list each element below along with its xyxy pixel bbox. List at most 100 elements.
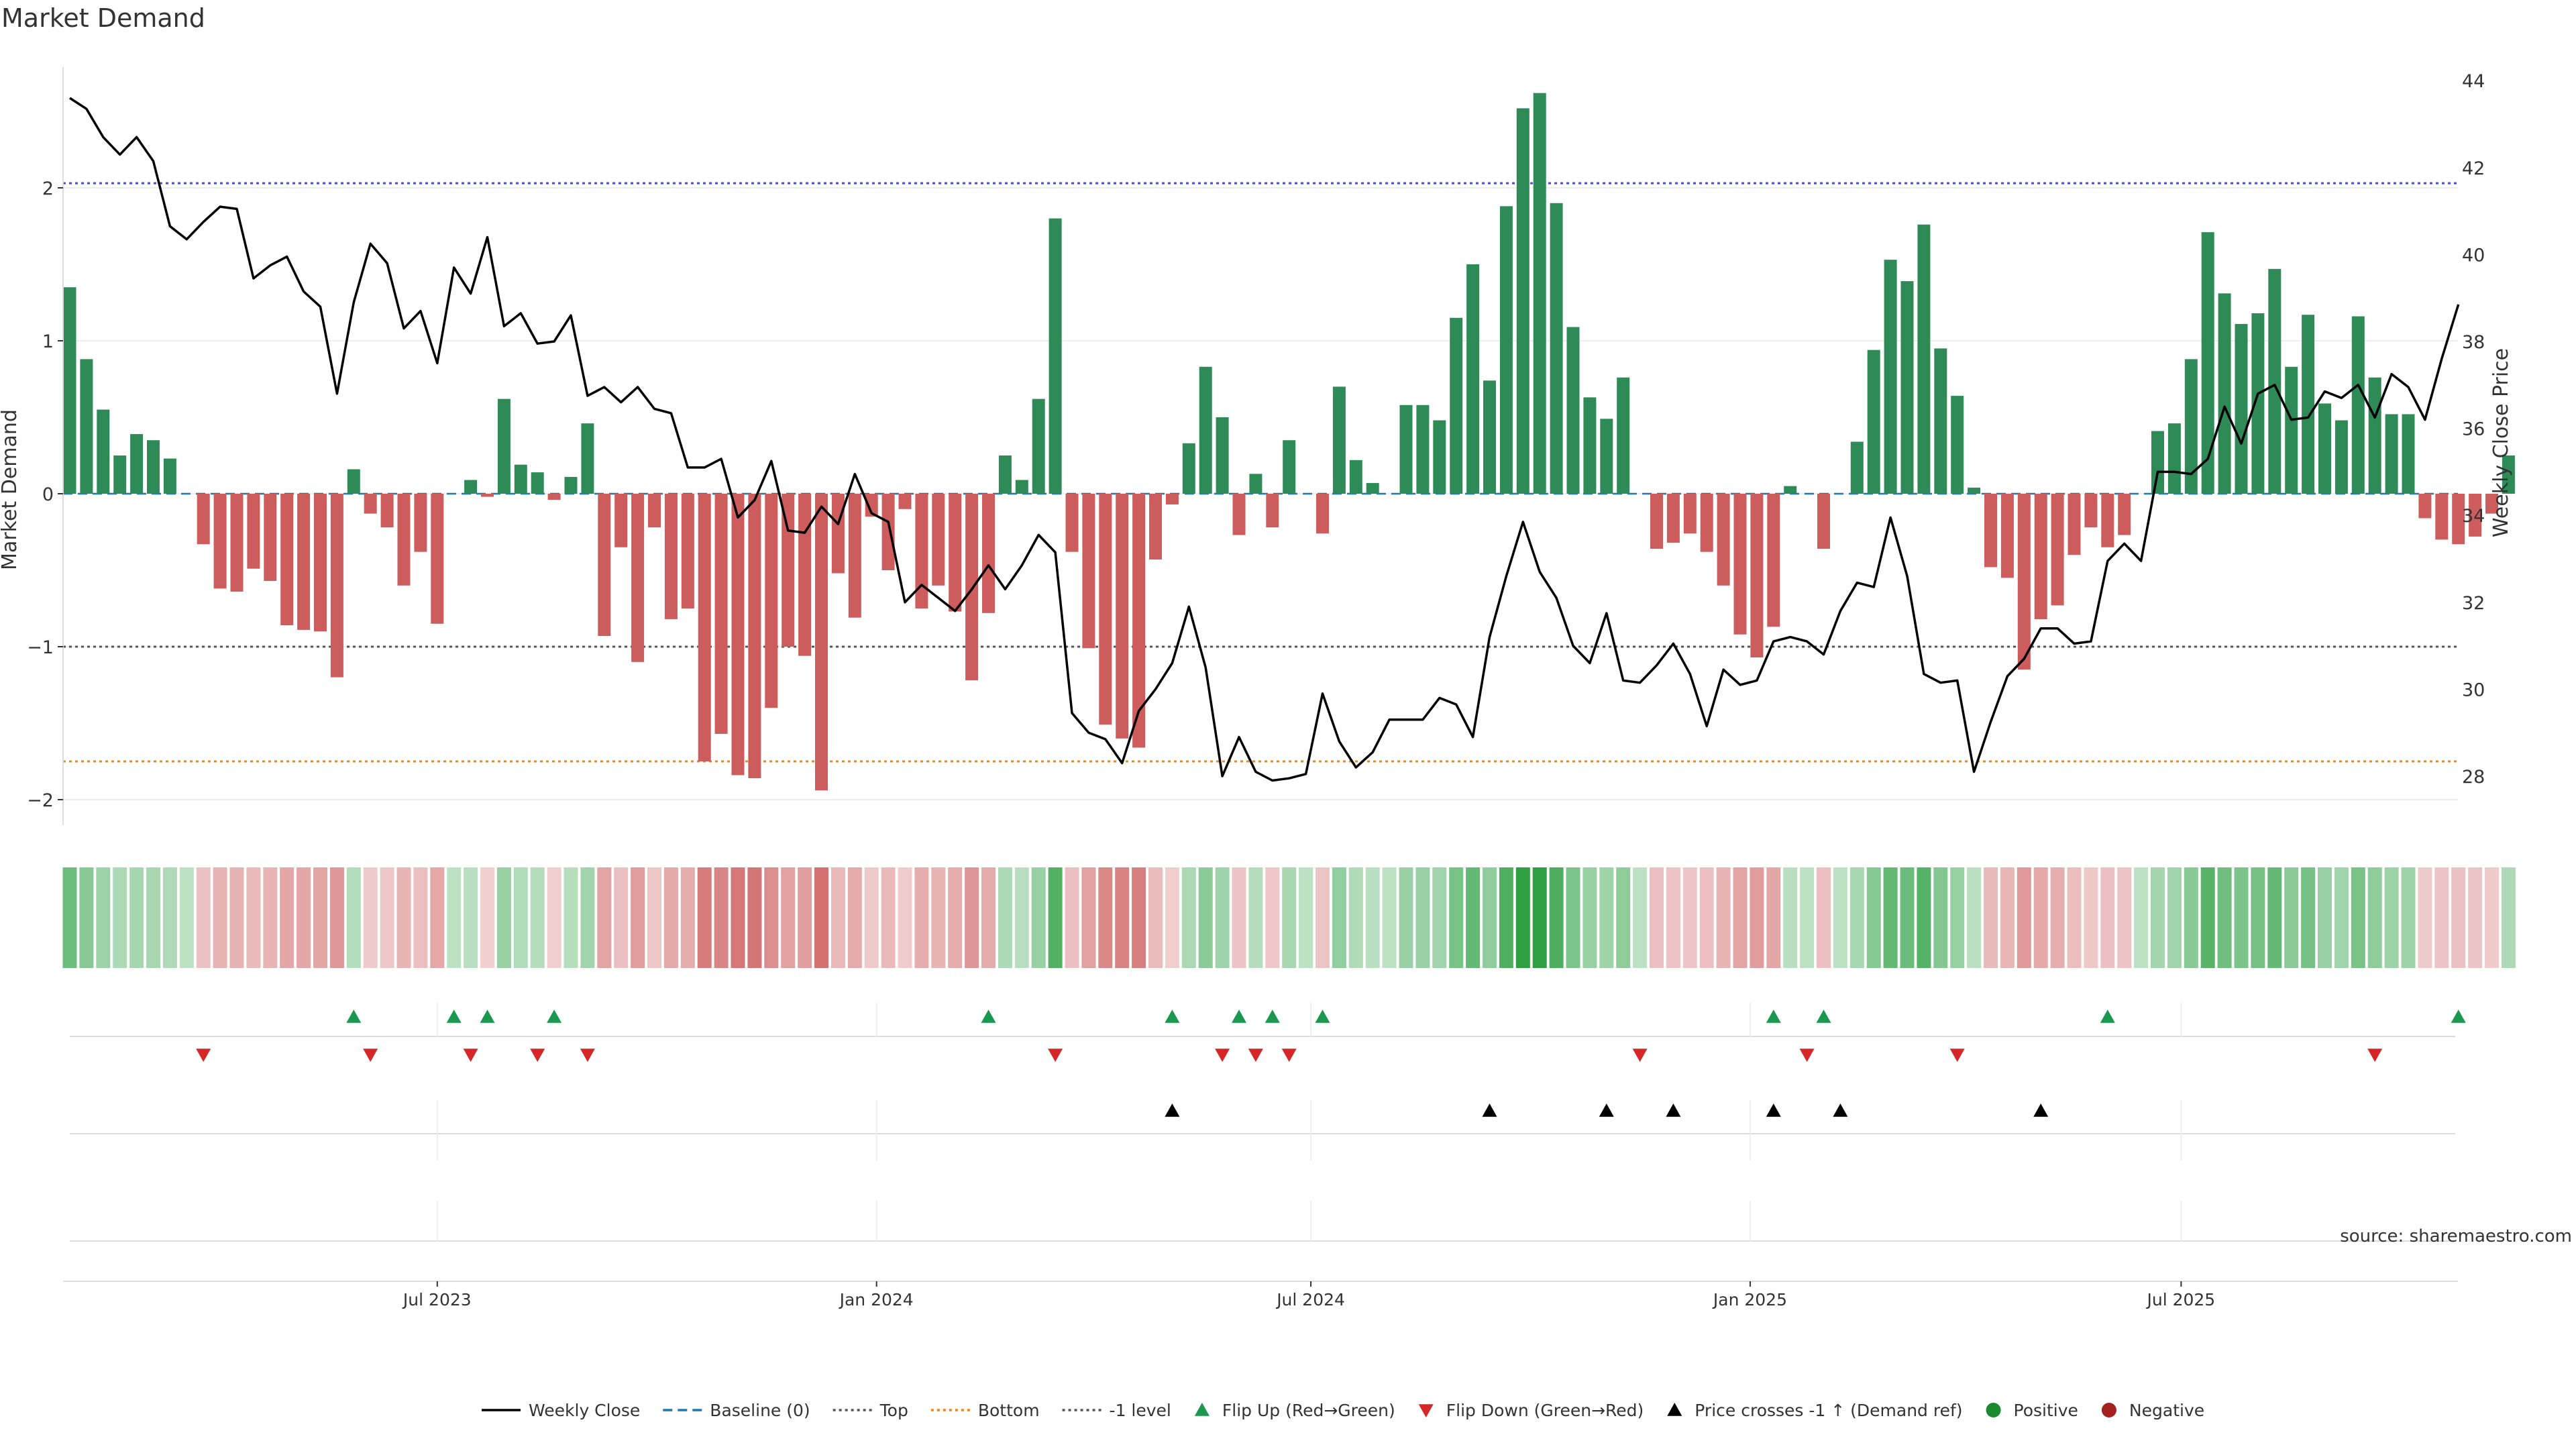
strip-cell xyxy=(2251,867,2265,968)
demand-bar xyxy=(2351,316,2365,494)
strip-cell xyxy=(2200,867,2215,968)
strip-cell xyxy=(1817,867,1831,968)
demand-bar xyxy=(1366,483,1379,494)
strip-cell xyxy=(1098,867,1113,968)
strip-cell xyxy=(731,867,745,968)
demand-bar xyxy=(364,494,377,514)
demand-bar xyxy=(2318,403,2331,494)
strip-cell xyxy=(714,867,729,968)
strip-cell xyxy=(480,867,494,968)
demand-bar xyxy=(2334,420,2348,494)
legend-item: Positive xyxy=(1986,1401,2078,1420)
strip-cell xyxy=(2000,867,2015,968)
legend-label: Flip Up (Red→Green) xyxy=(1222,1401,1395,1420)
demand-bar xyxy=(2385,414,2398,494)
demand-bar xyxy=(1065,494,1079,552)
strip-cell xyxy=(113,867,127,968)
strip-cell xyxy=(530,867,545,968)
flip-down-marker xyxy=(1799,1049,1815,1062)
strip-cell xyxy=(464,867,478,968)
demand-bar xyxy=(1666,494,1680,543)
flip-down-marker xyxy=(530,1049,545,1062)
demand-bar xyxy=(1433,420,1446,494)
demand-bar xyxy=(2418,494,2432,519)
strip-cell xyxy=(1449,867,1464,968)
strip-cell xyxy=(1532,867,1547,968)
demand-bar xyxy=(1600,419,1613,494)
legend-label: -1 level xyxy=(1110,1401,1171,1420)
strip-cell xyxy=(1883,867,1898,968)
demand-bar xyxy=(2402,414,2415,494)
demand-bar xyxy=(1015,480,1028,494)
demand-bar xyxy=(1116,494,1129,739)
demand-bar xyxy=(2118,494,2131,535)
demand-bar xyxy=(564,476,578,494)
strip-cell xyxy=(1666,867,1680,968)
demand-bar xyxy=(1232,494,1246,535)
demand-bar xyxy=(1349,460,1362,494)
strip-cell xyxy=(663,867,678,968)
flip-up-marker xyxy=(1232,1010,1246,1023)
demand-bar xyxy=(2000,494,2014,578)
strip-cell xyxy=(1849,867,1864,968)
strip-cell xyxy=(2050,867,2065,968)
legend-label: Flip Down (Green→Red) xyxy=(1446,1401,1644,1420)
left-tick-label: 2 xyxy=(42,178,54,199)
strip-cell xyxy=(1265,867,1280,968)
strip-cell xyxy=(1616,867,1631,968)
demand-bar xyxy=(949,494,962,612)
demand-bar xyxy=(1165,494,1179,504)
demand-bar xyxy=(1149,494,1162,560)
legend-item: Price crosses -1 ↑ (Demand ref) xyxy=(1667,1401,1963,1420)
demand-bar xyxy=(531,472,544,494)
legend-label: Negative xyxy=(2129,1401,2204,1420)
source-label: source: sharemaestro.com xyxy=(2340,1226,2572,1246)
strip-cell xyxy=(196,867,211,968)
strip-cell xyxy=(1833,867,1847,968)
demand-bar xyxy=(865,494,878,517)
flip-down-marker xyxy=(2367,1049,2383,1062)
demand-bar xyxy=(397,494,411,586)
demand-bar xyxy=(932,494,945,586)
strip-cell xyxy=(1181,867,1196,968)
demand-bar xyxy=(1550,203,1563,494)
legend-item: Flip Up (Red→Green) xyxy=(1194,1401,1395,1420)
strip-cell xyxy=(647,867,661,968)
demand-bar xyxy=(1199,366,1212,494)
demand-bar xyxy=(247,494,260,569)
strip-cell xyxy=(447,867,462,968)
strip-cell xyxy=(413,867,428,968)
demand-bar xyxy=(1099,494,1112,725)
demand-bar xyxy=(581,423,594,494)
demand-bar xyxy=(731,494,745,775)
price-cross-marker xyxy=(1766,1104,1781,1117)
demand-bar xyxy=(80,359,93,494)
strip-cell xyxy=(547,867,561,968)
strip-cell xyxy=(614,867,629,968)
strip-cell xyxy=(1014,867,1029,968)
strip-cell xyxy=(513,867,528,968)
left-axis-label: Market Demand xyxy=(0,409,21,570)
strip-cell xyxy=(2100,867,2115,968)
strip-cell xyxy=(2485,867,2499,968)
strip-cell xyxy=(2017,867,2031,968)
strip-cell xyxy=(914,867,929,968)
strip-cell xyxy=(1132,867,1146,968)
demand-bar xyxy=(230,494,244,592)
strip-cell xyxy=(1750,867,1764,968)
strip-cell xyxy=(781,867,796,968)
demand-bar xyxy=(1332,386,1346,494)
strip-cell xyxy=(864,867,879,968)
strip-cell xyxy=(2033,867,2048,968)
demand-bar xyxy=(130,434,144,494)
x-tick-label: Jul 2025 xyxy=(2145,1290,2215,1309)
strip-cell xyxy=(2167,867,2182,968)
strip-cell xyxy=(830,867,845,968)
strip-cell xyxy=(1950,867,1965,968)
demand-bar xyxy=(1867,350,1880,494)
demand-bar xyxy=(1450,317,1463,494)
demand-bar xyxy=(881,494,895,570)
demand-bar xyxy=(831,494,845,574)
strip-cell xyxy=(1031,867,1046,968)
strip-cell xyxy=(2451,867,2466,968)
